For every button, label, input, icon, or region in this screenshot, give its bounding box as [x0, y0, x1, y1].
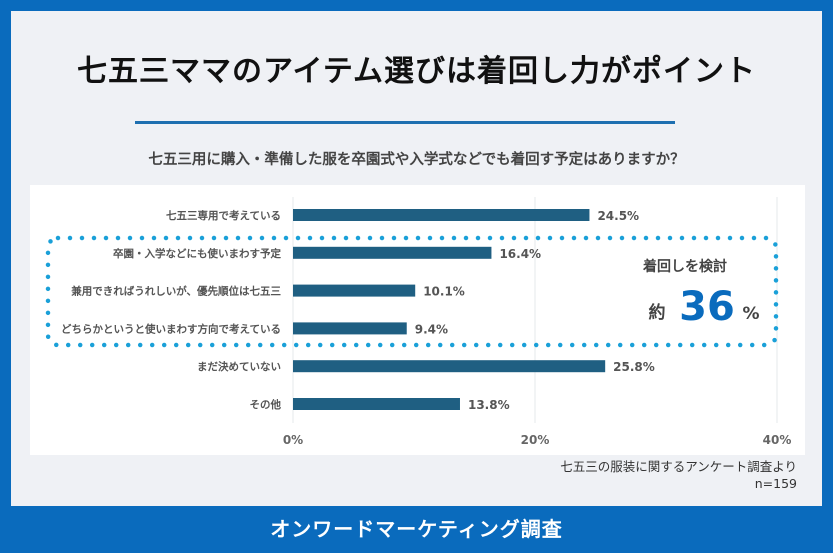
bar: [293, 246, 492, 259]
survey-question: 七五三用に購入・準備した服を卒園式や入学式などでも着回す予定はありますか？: [148, 152, 685, 168]
data-label: 25.8%: [613, 360, 655, 374]
data-label: 9.4%: [415, 322, 448, 336]
annotation-value: 36: [679, 284, 735, 330]
bar: [293, 398, 460, 410]
x-tick-label: 20%: [521, 433, 550, 447]
annotation-label: 着回しを検討: [642, 258, 727, 275]
category-label: 兼用できればうれしいが、優先順位は七五三: [71, 285, 281, 298]
bar: [293, 284, 416, 297]
data-label: 13.8%: [468, 398, 510, 412]
title-divider: [135, 121, 675, 124]
page-title: 七五三ママのアイテム選びは着回し力がポイント: [77, 54, 756, 89]
data-label: 10.1%: [423, 285, 465, 299]
footer-banner: オンワードマーケティング調査: [270, 517, 563, 541]
x-tick-label: 0%: [283, 433, 303, 447]
bar: [293, 360, 606, 373]
category-label: その他: [250, 398, 282, 411]
bar-chart: 0% 20% 40% 七五三専用で考えている 24.5% 卒園・入学などにも使いまわす予定…: [30, 185, 805, 455]
source-line: 七五三の服装に関するアンケート調査より: [560, 459, 797, 474]
category-label: 卒園・入学などにも使いまわす予定: [113, 247, 281, 260]
category-label: まだ決めていない: [197, 360, 281, 373]
data-label: 16.4%: [499, 247, 541, 261]
category-label: 七五三専用で考えている: [166, 209, 281, 222]
highlight-box: [45, 235, 779, 348]
category-label: どちらかというと使いまわす方向で考えている: [61, 322, 281, 335]
annotation-prefix: 約: [649, 302, 666, 323]
annotation-unit: %: [742, 304, 759, 324]
bar: [293, 322, 407, 335]
data-label: 24.5%: [597, 209, 639, 223]
x-tick-label: 40%: [763, 433, 792, 447]
sample-size: n=159: [754, 476, 797, 491]
bar: [293, 209, 590, 221]
source-note: 七五三の服装に関するアンケート調査より n=159: [560, 458, 797, 492]
chart-svg: 0% 20% 40% 七五三専用で考えている 24.5% 卒園・入学などにも使いまわす予定…: [45, 197, 792, 447]
